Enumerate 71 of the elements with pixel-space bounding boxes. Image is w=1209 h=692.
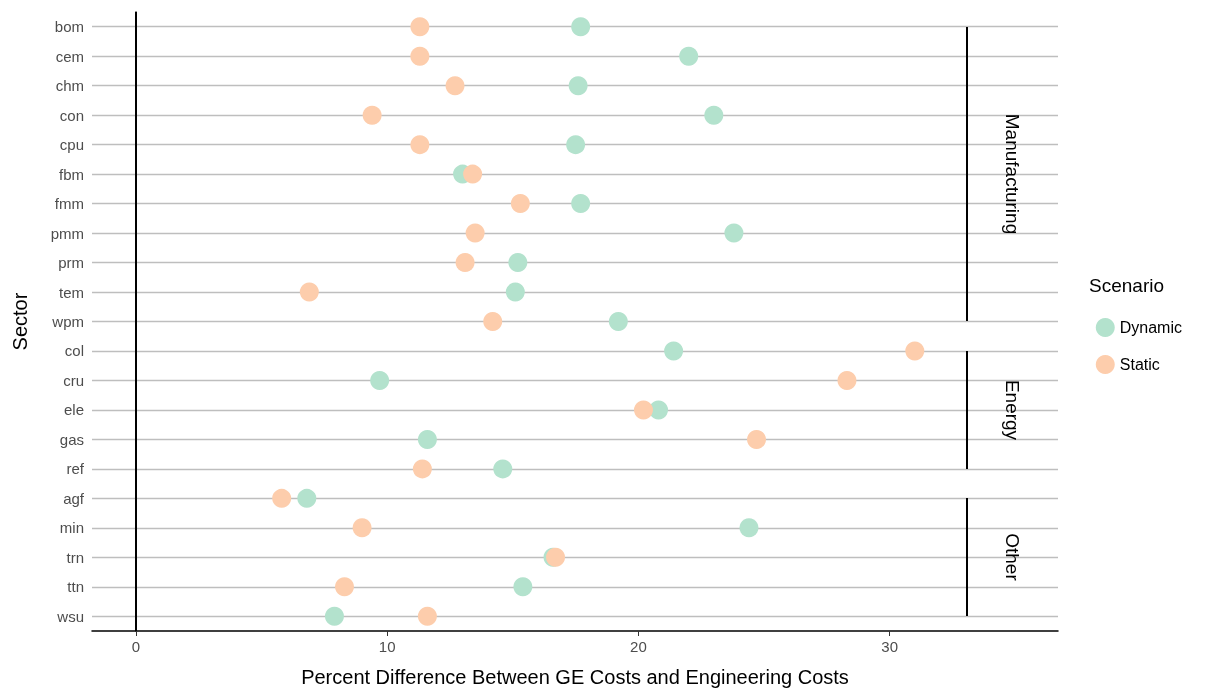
point xyxy=(299,282,319,302)
y-tick-label: col xyxy=(64,342,84,360)
y-tick-label: ref xyxy=(66,460,85,478)
point xyxy=(571,194,591,214)
point xyxy=(297,488,317,508)
y-tick-label: con xyxy=(59,106,84,124)
point xyxy=(417,606,437,626)
y-tick-label: agf xyxy=(63,489,85,507)
legend-label: Static xyxy=(1119,356,1160,373)
point xyxy=(465,223,485,243)
y-tick-label: gas xyxy=(59,430,84,448)
y-tick-label: fmm xyxy=(54,195,84,213)
point xyxy=(370,370,390,390)
x-tick-label: 0 xyxy=(131,638,141,655)
y-axis-title: Sector xyxy=(9,292,31,351)
y-tick-label: cem xyxy=(55,47,84,65)
point xyxy=(608,312,628,331)
annotation: Energy xyxy=(1001,379,1023,441)
point xyxy=(568,76,588,96)
point xyxy=(513,577,533,597)
point xyxy=(412,459,432,479)
point xyxy=(493,459,513,479)
point xyxy=(679,46,699,66)
point xyxy=(483,312,503,331)
point xyxy=(410,17,430,37)
y-tick-label: cpu xyxy=(59,136,84,154)
y-tick-label: prm xyxy=(58,254,84,272)
point xyxy=(410,135,430,155)
point xyxy=(747,429,767,449)
y-tick-label: fbm xyxy=(58,165,84,183)
y-tick-label: pmm xyxy=(50,224,84,242)
point xyxy=(739,518,759,538)
y-tick-label: ttn xyxy=(67,578,84,596)
y-tick-label: bom xyxy=(54,18,84,36)
y-tick-label: wsu xyxy=(56,607,84,625)
x-tick-label: 20 xyxy=(630,638,647,655)
point xyxy=(633,400,653,420)
point xyxy=(445,76,465,96)
point xyxy=(463,164,483,184)
point xyxy=(505,282,525,302)
legend-title: Scenario xyxy=(1089,275,1165,296)
point xyxy=(508,253,528,273)
point xyxy=(335,577,354,597)
point xyxy=(510,194,530,214)
point xyxy=(837,370,857,390)
x-axis-title: Percent Difference Between GE Costs and Engineering Costs xyxy=(301,666,849,688)
y-tick-label: min xyxy=(59,519,84,537)
point xyxy=(352,518,372,538)
y-tick-label: trn xyxy=(66,548,84,566)
y-tick-label: tem xyxy=(58,283,84,301)
point xyxy=(324,606,344,626)
x-tick-label: 30 xyxy=(881,638,899,655)
point xyxy=(664,341,684,361)
point xyxy=(362,105,382,125)
y-tick-label: ele xyxy=(63,401,84,419)
point xyxy=(571,17,591,37)
x-tick-label: 10 xyxy=(378,638,396,655)
legend-label: Dynamic xyxy=(1119,319,1182,336)
point xyxy=(272,488,292,508)
point xyxy=(704,105,724,125)
point xyxy=(417,429,437,449)
point xyxy=(455,253,475,273)
point xyxy=(905,341,925,361)
annotation: Other xyxy=(1001,533,1023,582)
y-tick-label: wpm xyxy=(51,313,84,330)
point xyxy=(566,135,586,155)
y-tick-label: chm xyxy=(55,77,84,95)
point xyxy=(724,223,744,243)
y-tick-label: cru xyxy=(63,371,84,389)
point xyxy=(410,46,430,66)
annotation: Manufacturing xyxy=(1001,113,1023,235)
